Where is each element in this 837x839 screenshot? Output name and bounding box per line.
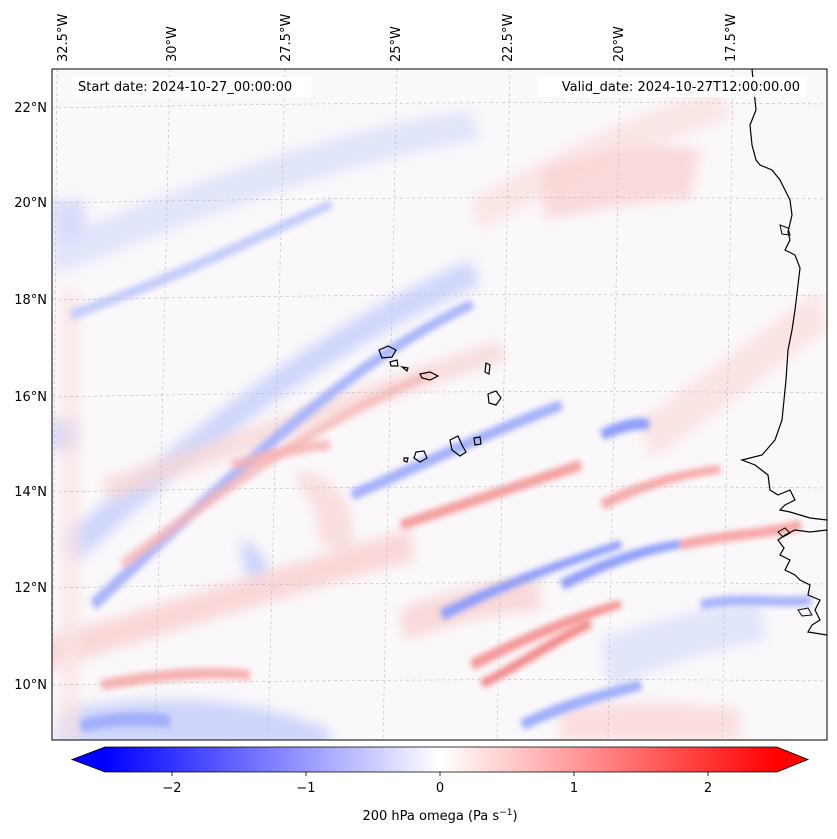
start-date-label: Start date: 2024-10-27_00:00:00 (78, 80, 292, 95)
lon-label: 32.5°W (56, 14, 71, 62)
africa-coastline (740, 69, 827, 521)
lon-label: 17.5°W (724, 14, 739, 62)
colorbar-min-extend (72, 747, 105, 772)
lon-label: 27.5°W (279, 14, 294, 62)
cape-verde-islands (378, 345, 502, 463)
colorbar-outline (70, 746, 810, 773)
lat-label: 10°N (14, 678, 47, 693)
lat-label: 12°N (14, 581, 47, 596)
colorbar-tick-label: 1 (570, 781, 578, 796)
colorbar-tick-label: −2 (162, 781, 181, 796)
longitude-labels: 32.5°W 30°W 27.5°W 25°W 22.5°W 20°W 17.5… (56, 14, 739, 62)
colorbar-max-extend (777, 747, 808, 772)
latitude-labels: 22°N 20°N 18°N 16°N 14°N 12°N 10°N (14, 101, 47, 693)
lat-label: 20°N (14, 196, 47, 211)
africa-coast-south (777, 529, 827, 636)
colorbar-tick-marks (171, 772, 709, 776)
valid-date-label: Valid_date: 2024-10-27T12:00:00.00 (562, 80, 800, 95)
colorbar-tick-label: 2 (704, 781, 712, 796)
start-date-box (72, 77, 312, 97)
colorbar: −2 −1 0 1 2 200 hPa omega (Pa s−1) (70, 746, 810, 824)
lat-label: 18°N (14, 293, 47, 308)
lat-label: 16°N (14, 390, 47, 405)
graticule (52, 69, 827, 740)
colorbar-tick-label: 0 (436, 781, 444, 796)
map-frame (51, 68, 828, 741)
lon-label: 30°W (165, 26, 180, 62)
lon-label: 22.5°W (501, 14, 516, 62)
colorbar-label: 200 hPa omega (Pa s−1) (362, 808, 517, 824)
lat-label: 22°N (14, 101, 47, 116)
colorbar-gradient (105, 747, 777, 772)
colorbar-tick-label: −1 (296, 781, 315, 796)
lon-label: 25°W (389, 26, 404, 62)
valid-date-box (538, 77, 806, 97)
colorbar-tick-labels: −2 −1 0 1 2 (162, 781, 712, 796)
map-panel: Start date: 2024-10-27_00:00:00 Valid_da… (52, 69, 827, 740)
omega-field-streaks (70, 200, 812, 732)
lat-label: 14°N (14, 485, 47, 500)
lon-label: 20°W (612, 26, 627, 62)
